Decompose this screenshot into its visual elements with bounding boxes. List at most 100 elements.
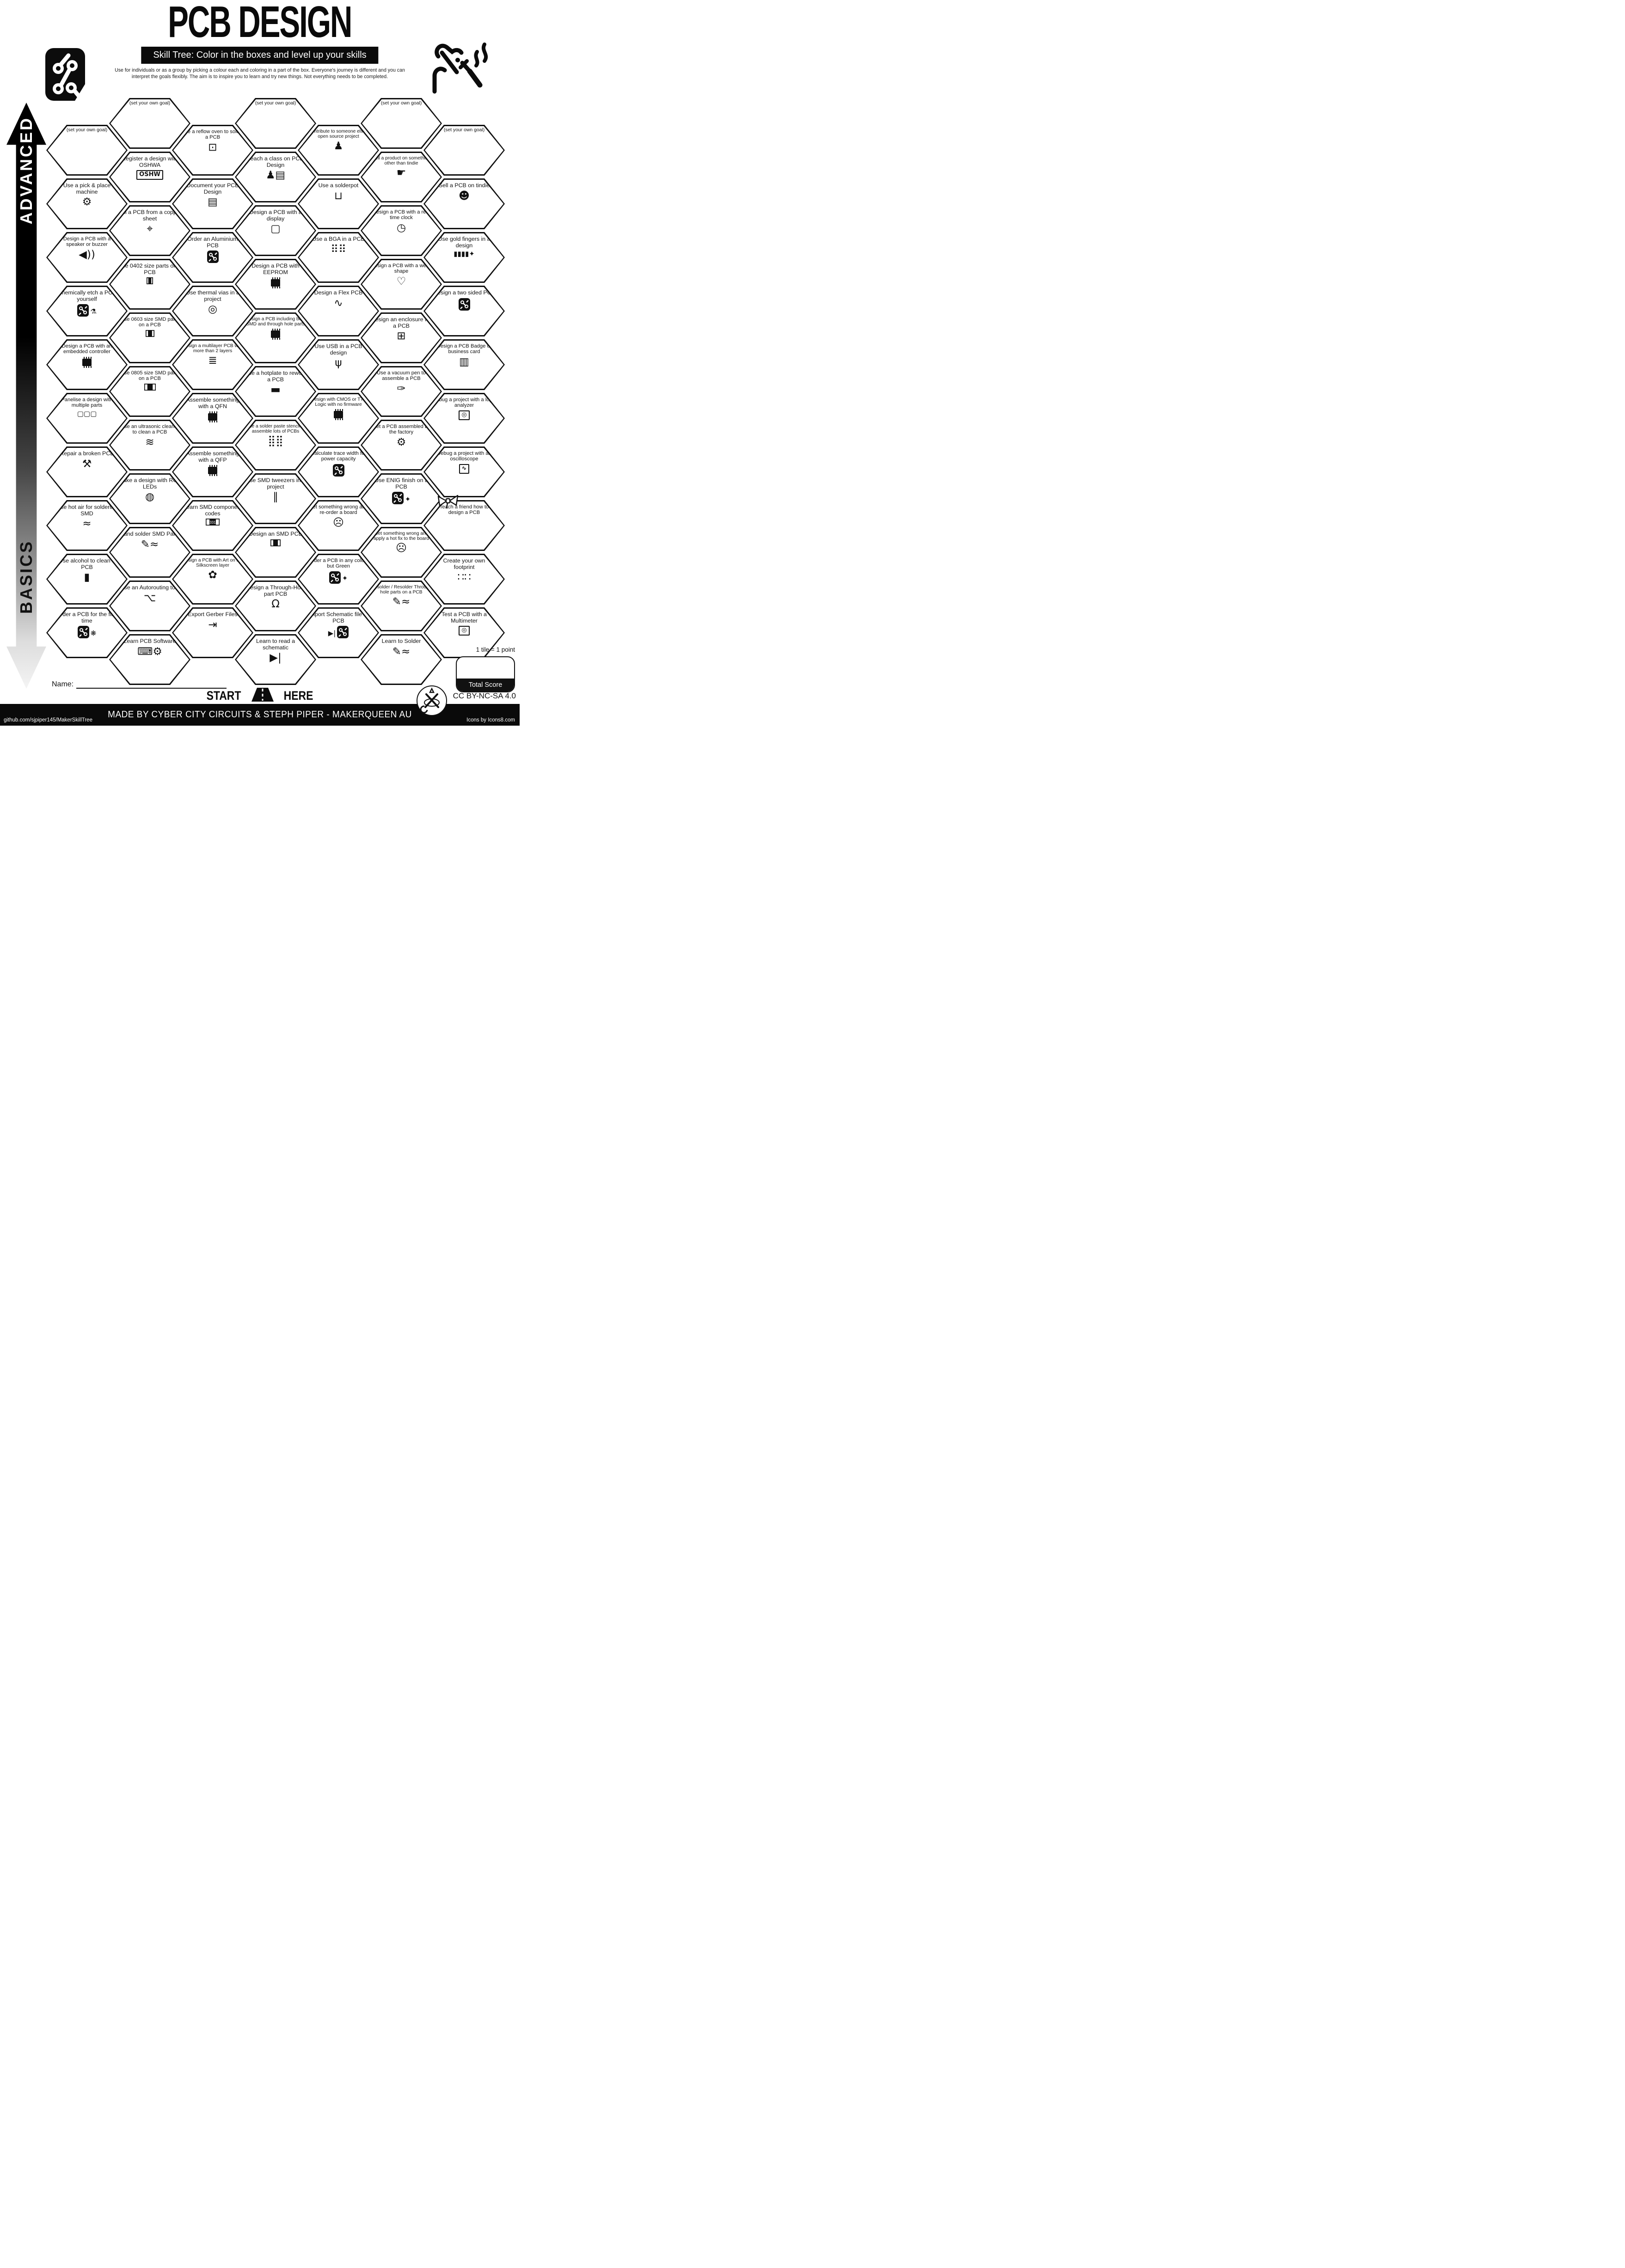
hex-content: Test a PCB with a Multimeter ◎ (423, 607, 505, 658)
hex-label: Design a PCB Badge or business card (436, 343, 492, 355)
hex-content: Use USB in a PCB design ψ (298, 339, 379, 390)
heart-shape-icon: ♡ (397, 276, 406, 287)
hex-content: Import Schematic file to PCB ▶| (298, 607, 379, 658)
diode-symbol-icon: ▶| (270, 652, 282, 664)
name-field: Name: (52, 680, 227, 689)
pcb-icon (458, 298, 470, 313)
hex-content: Assemble something with a QFN (172, 393, 253, 444)
hex-label: Design a PCB with Art on the Silkscreen … (182, 558, 243, 569)
soldering-iron-art-icon (428, 37, 491, 99)
hex-use-a-pick-place-machine: Use a pick & place machine ⚙ (46, 178, 128, 229)
ultrasonic-waves-icon: ≋ (145, 437, 154, 448)
hex-label: Calculate trace width for power capacity (310, 451, 366, 462)
hex-label: Debug a project with a logic analyzer (432, 397, 496, 409)
soldering-iron-icon: ✎≈ (392, 646, 411, 657)
speaker-icon: ◀)) (79, 248, 95, 261)
hex-label: (set your own goal) (66, 128, 108, 133)
hex-content: Use 0603 size SMD parts on a PCB (109, 312, 190, 363)
tile-point-note: 1 tile = 1 point (476, 646, 515, 653)
hex-content: Design a PCB with EEPROM (235, 259, 316, 310)
hex-label: Design with CMOS or TTL Logic with no fi… (311, 397, 366, 408)
hex-fill (48, 180, 126, 228)
hex-content: Get something wrong and re-order a board… (298, 500, 379, 551)
hex-label: Use 0603 size SMD parts on a PCB (120, 317, 179, 328)
hex-fill (48, 501, 126, 550)
hex-fill (236, 582, 315, 630)
hex-label: (set your own goal) (380, 101, 422, 106)
hex-get-something-wrong-and-apply-a-hot-fix-to: Get something wrong and apply a hot fix … (361, 527, 442, 578)
hex-content: Get a PCB assembled by the factory ⚙ (361, 420, 442, 471)
vacuum-pen-icon: ✑ (397, 383, 405, 394)
hex-content: Use a pick & place machine ⚙ (46, 178, 128, 229)
hex-content: Use a vacuum pen to assemble a PCB ✑ (361, 366, 442, 417)
footer-credit: MADE BY CYBER CITY CIRCUITS & STEPH PIPE… (108, 709, 412, 720)
teacher-icon: ♟▤ (265, 169, 286, 182)
pcb-flask-icon: ⚗ (77, 304, 97, 319)
hex-design-a-flex-pcb: Design a Flex PCB ∿ (298, 286, 379, 336)
hex-use-a-solder-paste-stencil-to-assemble-lot: Use a solder paste stencil to assemble l… (235, 420, 316, 471)
hex-content: Hand solder SMD Parts ✎≈ (109, 527, 190, 578)
hex-label: Use a solderpot (318, 182, 359, 189)
svg-text:331: 331 (209, 520, 216, 525)
hex-label: Create your own footprint (443, 557, 485, 570)
laptop-gear-icon: ⌨⚙ (137, 645, 162, 658)
multimeter-icon: ◎ (459, 626, 470, 636)
pcb-sparkle-icon: ✦ (405, 495, 411, 503)
hex-use-a-reflow-oven-to-solder-a-pcb: Use a reflow oven to solder a PCB ⊡ (172, 125, 253, 176)
hex-label: Order a PCB for the first time (56, 611, 118, 624)
hex-fill (362, 528, 441, 576)
hex-label: Order an Aluminium PCB (187, 236, 238, 249)
advanced-label: ADVANCED (17, 116, 36, 225)
multimeter-icon: ◎ (459, 626, 470, 636)
facepalm-icon: ☹ (333, 516, 344, 529)
footprint-pads-icon: ∷∷ (457, 571, 471, 584)
hex-content: Register a design with OSHWA OSHW (109, 152, 190, 202)
tweezers-icon: ∥ (273, 492, 278, 502)
bow-ribbon-icon (436, 493, 460, 512)
hex-set-your-own-goal: (set your own goal) (109, 98, 190, 149)
hex-content: Sell a PCB on tindie ☻ (423, 178, 505, 229)
hex-design-a-pcb-with-an-embedded-controller: Design a PCB with an embedded controller (46, 339, 128, 390)
footer-icons-credit: Icons by Icons8.com (466, 717, 515, 723)
pcb-icon (207, 251, 219, 265)
hex-use-a-hotplate-to-rework-a-pcb: Use a hotplate to rework a PCB ▬ (235, 366, 316, 417)
layers-icon: ≣ (208, 355, 217, 367)
export-icon: ⇥ (208, 619, 217, 630)
hex-content: Design a PCB Badge or business card ▥ (423, 339, 505, 390)
hex-learn-to-solder: Learn to Solder ✎≈ (361, 634, 442, 685)
hex-fill (48, 555, 126, 603)
hex-fill (110, 475, 189, 523)
hex-label: (set your own goal) (255, 101, 296, 106)
hex-design-a-pcb-with-eeprom: Design a PCB with EEPROM (235, 259, 316, 310)
hex-label: (set your own goal) (129, 101, 171, 106)
pcb-sparkle-icon: ✦ (329, 571, 348, 586)
hex-label: Use hot air for soldering SMD (56, 504, 117, 517)
hex-label: Order a PCB in any colour but Green (308, 558, 369, 569)
hex-label: Use SMD tweezers in a project (245, 477, 306, 490)
hex-document-your-pcb-design: Document your PCB Design ▤ (172, 178, 253, 229)
hex-content: Design a PCB including both SMD and thro… (235, 312, 316, 363)
multimeter-icon: ◎ (459, 410, 470, 420)
hex-content: Learn PCB Software ⌨⚙ (109, 634, 190, 685)
hex-content: Design a PCB with a display ▢ (235, 205, 316, 256)
hex-fill (425, 501, 503, 550)
hex-label: Learn to Solder (381, 638, 421, 644)
hot-air-gun-icon: ≈ (82, 519, 91, 529)
hex-label: Use a solder paste stencil to assemble l… (246, 424, 305, 434)
hex-content: Learn to read a schematic ▶| (235, 634, 316, 685)
smd-0603-icon (145, 330, 154, 339)
name-underline (76, 688, 227, 689)
hex-set-your-own-goal: (set your own goal) (235, 98, 316, 149)
hex-content: Use hot air for soldering SMD ≈ (46, 500, 128, 551)
badge-icon: ▥ (459, 356, 469, 367)
hex-fill (48, 126, 126, 174)
pcb-icon (207, 251, 219, 265)
hex-use-an-ultrasonic-cleaner-to-clean-a-pcb: Use an ultrasonic cleaner to clean a PCB… (109, 420, 190, 471)
smd-part-icon (270, 539, 281, 549)
smd-0603-icon (145, 330, 154, 339)
hex-test-a-pcb-with-a-multimeter: Test a PCB with a Multimeter ◎ (423, 607, 505, 658)
hex-label: Use thermal vias in a project (186, 289, 239, 302)
hex-content: Use 0402 size parts on a PCB (109, 259, 190, 310)
hand-box-icon: ☛ (396, 167, 406, 179)
hex-content: Order an Aluminium PCB (172, 232, 253, 283)
